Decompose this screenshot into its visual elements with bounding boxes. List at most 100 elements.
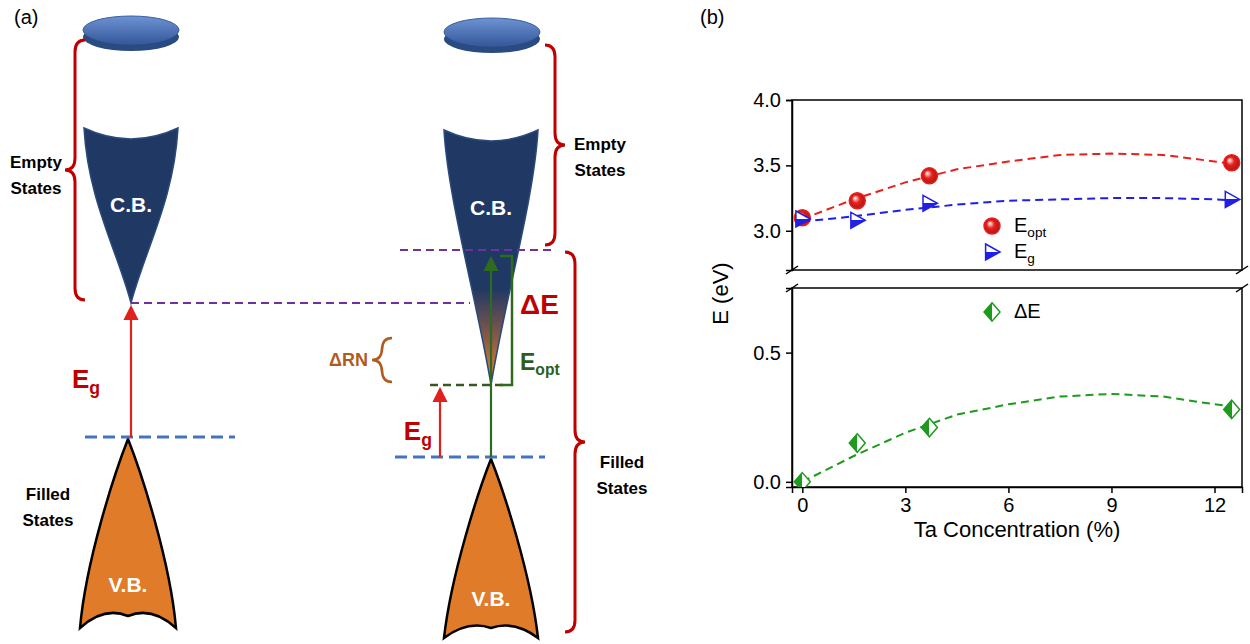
state-label: EmptyStates (574, 135, 627, 180)
data-point (794, 473, 810, 487)
legend: ΔE (984, 300, 1041, 322)
valence-band (444, 459, 538, 638)
marks (794, 394, 1239, 487)
legend-label: Eg (1014, 240, 1035, 266)
data-point (849, 193, 865, 209)
data-point (849, 434, 865, 452)
tick-label: 3.5 (753, 154, 781, 176)
data-point (1225, 191, 1239, 207)
state-label: Filled States (596, 453, 647, 498)
legend-marker (984, 303, 1000, 321)
text-line: States (596, 479, 647, 498)
text-main: E (1014, 240, 1027, 262)
conduction-band (84, 128, 178, 303)
chart-panel: 0.0 0.5 0 3 6 9 12 ΔE (753, 288, 1242, 516)
tick-mark (786, 100, 792, 102)
tick-mark (802, 487, 804, 493)
data-point (1224, 400, 1240, 418)
axis-break (786, 266, 798, 274)
diagram-label: Eg (72, 364, 100, 398)
text-subscript: g (1027, 251, 1035, 266)
data-point (921, 168, 937, 184)
cb-disk (83, 16, 179, 44)
brace (372, 338, 392, 382)
tick: 0.0 (753, 471, 792, 493)
diagram-label: ΔE (520, 289, 559, 320)
dashed-level (131, 302, 470, 304)
tick-mark (1008, 487, 1010, 493)
figure: (a)(b)C.B.V.B.EmptyStatesFilledStatesEgC… (0, 0, 1250, 644)
tick-label: 3 (900, 494, 911, 516)
shift-bracket (500, 256, 512, 385)
text-main: E (72, 364, 89, 394)
tick: 3.0 (753, 220, 792, 242)
tick-label: 3.0 (753, 220, 781, 242)
text-line: Empty (574, 135, 627, 154)
text-line: States (10, 179, 61, 198)
cb-disk (444, 18, 540, 46)
diagram-label: V.B. (109, 573, 148, 596)
diagram-label: ΔRN (329, 350, 368, 370)
text-line: Filled (26, 485, 70, 504)
diagram-label: C.B. (470, 196, 512, 219)
valence-band (80, 439, 176, 628)
tick-label: 9 (1106, 494, 1117, 516)
panel-label: (a) (14, 6, 38, 28)
text-main: E (520, 349, 535, 375)
tick-label: 6 (1003, 494, 1014, 516)
legend: EoptEg (984, 214, 1046, 266)
data-point (796, 211, 810, 227)
tick-mark (786, 352, 792, 354)
tick-mark (786, 165, 792, 167)
tick: 0.5 (753, 342, 792, 364)
dashed-level (430, 384, 505, 387)
axis-break (1236, 284, 1248, 292)
text-subscript: g (421, 430, 432, 450)
fit-line (802, 394, 1235, 482)
text-line: Empty (10, 153, 63, 172)
tick-mark (786, 482, 792, 484)
diagram-label: C.B. (110, 193, 152, 216)
tick-label: 0 (797, 494, 808, 516)
axis-line (786, 101, 793, 271)
text-main: E (404, 416, 421, 446)
arrow (130, 308, 132, 437)
band-diagram: C.B.V.B.EmptyStatesFilledStatesEgC.B.V.B… (10, 16, 648, 638)
tick-label: 12 (1204, 494, 1226, 516)
y-axis-title: E (eV) (708, 262, 733, 324)
dashed-level (400, 249, 555, 251)
dashed-level (395, 456, 545, 459)
tick: 9 (1106, 487, 1117, 516)
data-point (851, 212, 865, 228)
tick: 6 (1003, 487, 1014, 516)
plot-frame (792, 100, 1242, 270)
brace (65, 40, 85, 300)
data-point (1224, 155, 1240, 171)
tick: 4.0 (753, 89, 792, 111)
data-point (923, 195, 937, 211)
text-subscript: g (89, 378, 100, 398)
x-axis: 0 3 6 9 12 (793, 487, 1243, 516)
axis-break (786, 284, 798, 292)
diagram-label: V.B. (472, 587, 511, 610)
brace (545, 45, 565, 245)
axis-line (793, 488, 1243, 494)
state-label: FilledStates (22, 485, 73, 530)
tick-label: 0.0 (753, 471, 781, 493)
diagram-label: Eg (404, 416, 432, 450)
text-line: Filled (600, 453, 644, 472)
axis-line (786, 289, 793, 488)
y-axis: 0.0 0.5 (753, 289, 792, 493)
tick-label: 4.0 (753, 89, 781, 111)
panel-label: (b) (700, 6, 724, 28)
data-point (921, 418, 937, 436)
axis-break (1236, 266, 1248, 274)
chart: 3.03.54.0EoptEgE (eV)0.00.5036912ΔETa Co… (708, 89, 1248, 542)
fit-line (802, 154, 1235, 219)
tick: 3.5 (753, 154, 792, 176)
arrow (439, 390, 441, 457)
tick-label: 0.5 (753, 342, 781, 364)
tick-mark (786, 231, 792, 233)
legend-marker (986, 244, 1000, 260)
tick: 12 (1204, 487, 1226, 516)
